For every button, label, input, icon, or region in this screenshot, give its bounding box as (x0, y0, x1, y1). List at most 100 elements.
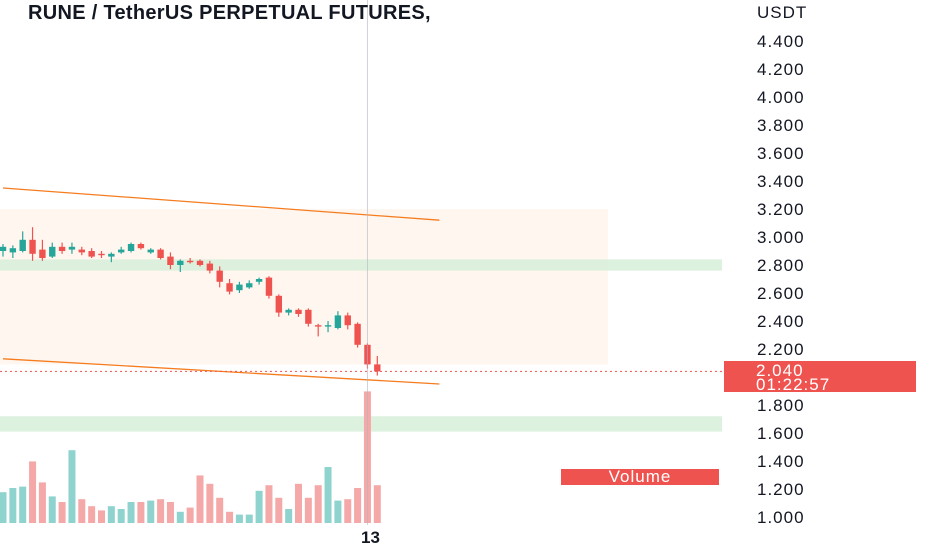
candle-body (0, 246, 7, 251)
candle-body (216, 270, 223, 282)
y-axis-tick: 2.800 (757, 256, 805, 275)
volume-bar (98, 510, 105, 523)
y-axis-tick: 1.800 (757, 396, 805, 415)
volume-bar (127, 502, 135, 523)
candle-body (19, 239, 26, 251)
candle-body (177, 260, 184, 265)
channel-line (2, 187, 440, 221)
volume-bar (275, 497, 283, 523)
candle-body (295, 309, 302, 314)
volume-bar (137, 502, 145, 523)
x-axis-tick: 13 (361, 528, 380, 547)
candle-body (246, 283, 253, 288)
candle-body (49, 246, 56, 257)
volume-bar (38, 482, 46, 523)
candle-countdown: 01:22:57 (756, 375, 831, 394)
candle-body (315, 325, 322, 327)
volume-label: Volume (561, 468, 719, 485)
volume-bar (88, 506, 96, 523)
candle-body (206, 263, 214, 271)
volume-bar (255, 490, 263, 523)
candle-body (196, 260, 204, 265)
candle-body (334, 315, 342, 328)
candle-body (137, 244, 145, 249)
last-price: 2.040 (756, 361, 804, 380)
volume-bar (29, 461, 37, 523)
volume-bar (48, 496, 56, 523)
candle-body (285, 309, 292, 313)
volume-bar (226, 511, 234, 523)
candle-body (68, 246, 76, 250)
volume-bar (78, 499, 86, 523)
volume-bar (206, 483, 214, 523)
volume-bar (147, 500, 155, 523)
candle-body (374, 364, 381, 372)
volume-bar (186, 507, 194, 523)
y-axis-tick: 1.600 (757, 424, 805, 443)
y-axis-tick: 1.000 (757, 508, 805, 527)
volume-bar (117, 509, 125, 523)
chart-title: RUNE / TetherUS PERPETUAL FUTURES, (28, 2, 431, 24)
candle-body (354, 323, 361, 345)
volume-bar (324, 467, 332, 523)
candle-body (344, 315, 351, 326)
volume-bar (9, 488, 17, 523)
candle-body (186, 260, 194, 263)
y-axis-tick: 3.600 (757, 144, 805, 163)
volume-bar (334, 500, 342, 523)
candle-body (157, 249, 164, 258)
candle-body (127, 244, 135, 251)
currency-label: USDT (757, 3, 808, 22)
channel-shading (0, 209, 608, 365)
volume-bar (354, 488, 362, 523)
y-axis-tick: 1.400 (757, 452, 805, 471)
candle-body (324, 325, 332, 327)
y-axis-tick: 1.200 (757, 480, 805, 499)
volume-bar (216, 497, 224, 523)
y-axis-tick: 4.200 (757, 60, 805, 79)
candle-body (98, 253, 105, 256)
volume-bar (19, 486, 27, 523)
candle-body (78, 249, 85, 253)
last-price-badge: 2.040 01:22:57 (724, 361, 916, 394)
volume-bar (295, 483, 302, 523)
y-axis-tick: 4.400 (757, 32, 805, 51)
support-zone (0, 259, 722, 271)
candle-body (305, 309, 312, 324)
volume-bar (0, 492, 7, 523)
candle-body (118, 249, 125, 253)
volume-bar (235, 514, 243, 523)
volume-bar (58, 502, 66, 523)
candle-body (29, 239, 36, 254)
candle-body (275, 295, 282, 313)
volume-bar (265, 485, 273, 523)
y-axis-tick: 3.400 (757, 172, 805, 191)
candle-body (147, 249, 154, 253)
volume-bar (285, 509, 293, 523)
candle-body (108, 253, 115, 257)
volume-bar (304, 497, 312, 523)
candle-body (226, 283, 233, 292)
y-axis-tick: 2.600 (757, 284, 805, 303)
candle-body (255, 279, 263, 282)
volume-bar (344, 499, 352, 523)
y-axis-tick: 2.400 (757, 312, 805, 331)
candle-body (39, 249, 46, 258)
y-axis-tick: 3.800 (757, 116, 805, 135)
volume-bar (373, 485, 381, 523)
candle-body (265, 277, 273, 296)
volume-bar (157, 499, 165, 523)
volume-bar (166, 502, 174, 523)
y-axis-tick: 3.000 (757, 228, 805, 247)
volume-bar (176, 511, 184, 523)
support-zone (0, 416, 722, 432)
y-axis-tick: 4.000 (757, 88, 805, 107)
volume-bar (196, 475, 204, 523)
candle-body (9, 248, 17, 253)
volume-bar (314, 485, 322, 523)
candle-body (167, 256, 174, 265)
y-axis-tick: 2.200 (757, 340, 805, 359)
candle-body (58, 246, 66, 251)
